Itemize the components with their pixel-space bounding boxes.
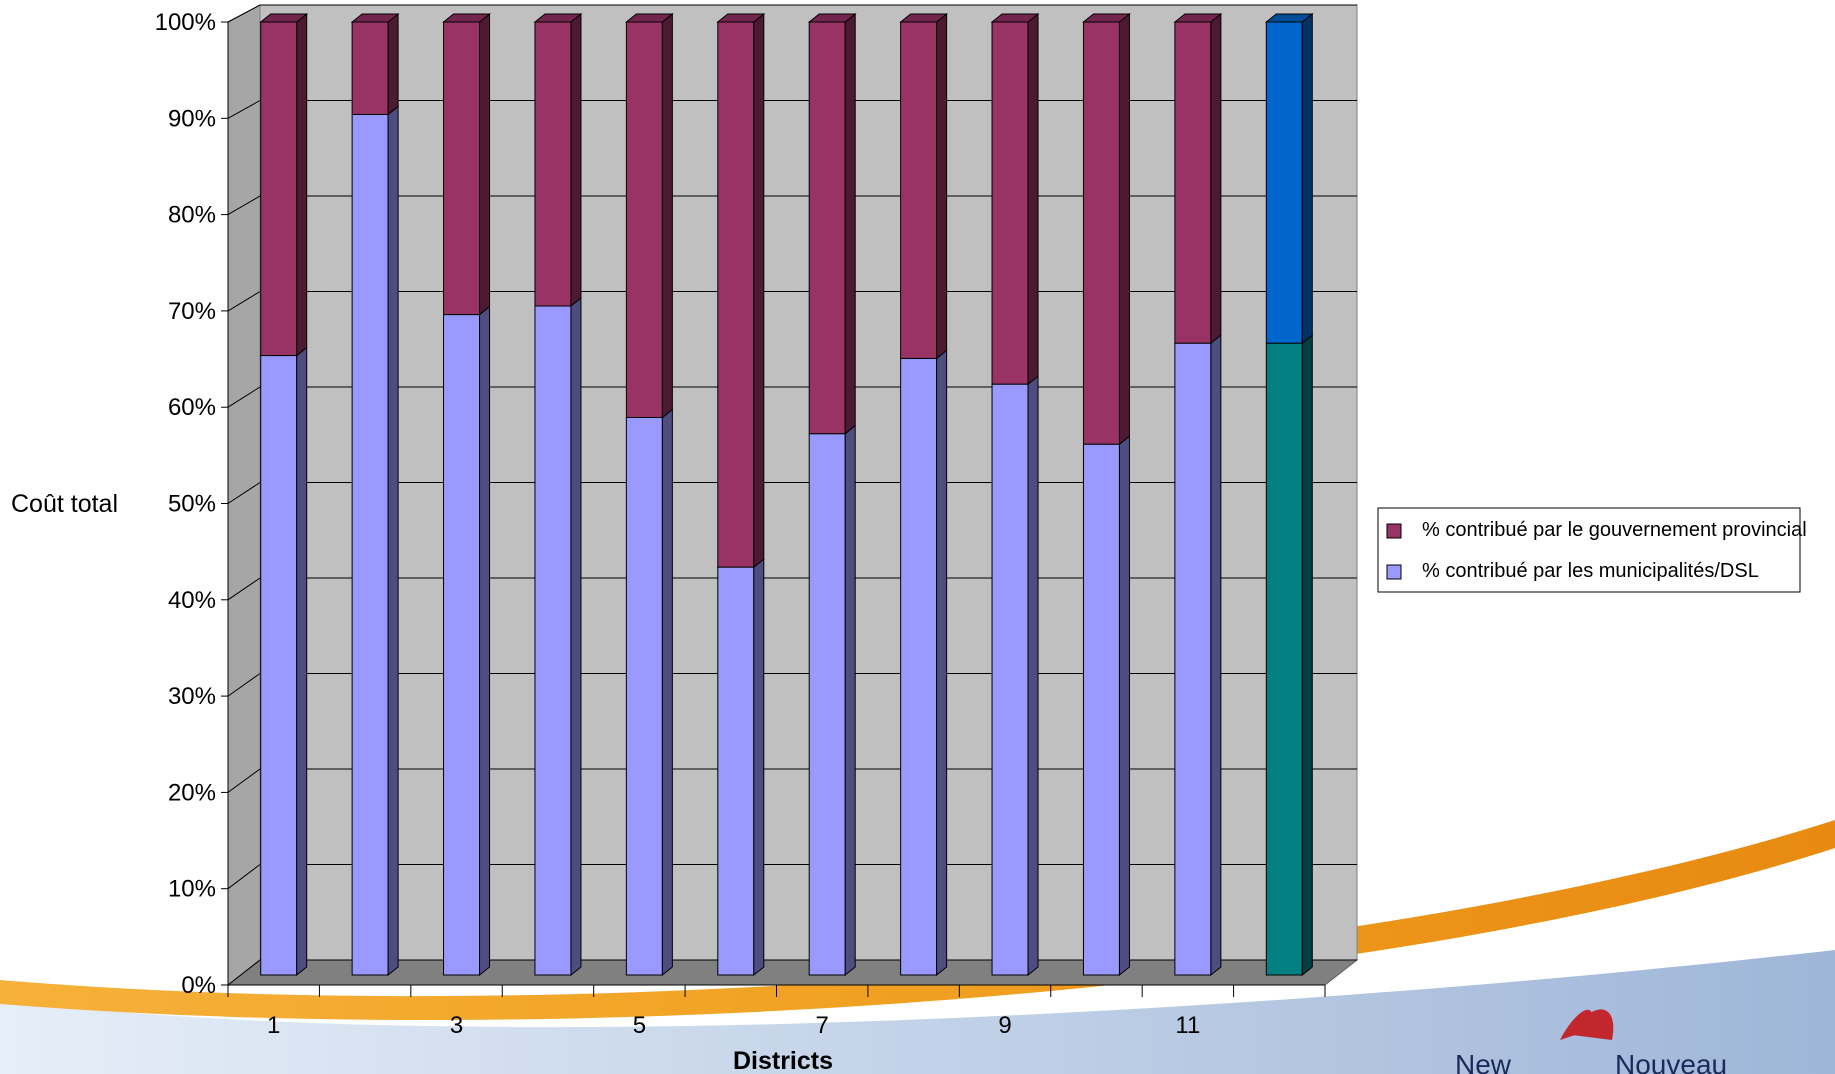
legend-swatch-provincial xyxy=(1386,523,1402,539)
y-tick-label: 50% xyxy=(168,491,216,518)
y-tick-label: 90% xyxy=(168,105,216,132)
legend-label-provincial: % contribué par le gouvernement provinci… xyxy=(1422,519,1807,541)
gridline-side xyxy=(227,577,261,601)
gridlines xyxy=(227,4,1357,986)
gridline-side xyxy=(227,959,261,986)
y-tick-label: 100% xyxy=(155,9,216,36)
y-tick-label: 20% xyxy=(168,779,216,806)
bar-segment xyxy=(442,12,491,316)
bar-segment xyxy=(1173,12,1223,345)
bar-segment xyxy=(808,424,856,977)
legend-box xyxy=(1377,507,1801,593)
gridline-side xyxy=(227,482,261,504)
bar-segment xyxy=(1174,334,1222,977)
bar-segment xyxy=(717,558,765,977)
y-tick-label: 70% xyxy=(168,298,216,325)
bar-segment xyxy=(350,12,400,116)
bar-segment xyxy=(443,305,491,977)
gridline-side xyxy=(227,768,261,793)
bar-segment xyxy=(990,12,1040,386)
gridline-side xyxy=(227,195,261,216)
y-axis-label: Coût total xyxy=(11,490,118,518)
bar-segment xyxy=(1082,435,1130,977)
gridline-side xyxy=(227,291,261,312)
legend-swatch-municipal xyxy=(1386,564,1402,580)
bar-segment xyxy=(1082,12,1131,446)
legend: % contribué par le gouvernement provinci… xyxy=(1377,507,1807,593)
bar-segment xyxy=(1265,334,1313,977)
y-tick-label: 40% xyxy=(168,587,216,614)
tick-labels: 0% 10% 20% 30% 40% 50% 60% 70% 80% 90% 100% 1 3 5 7 9 11 xyxy=(155,9,1201,1039)
y-tick-label: 60% xyxy=(168,394,216,421)
gridline-side xyxy=(227,100,261,119)
gridline-side xyxy=(227,864,261,890)
logo-text-fr: Nouveau xyxy=(1615,1049,1727,1074)
bar-segment xyxy=(1264,12,1314,345)
bar-segment xyxy=(900,349,948,977)
y-tick-label: 10% xyxy=(168,876,216,903)
bar-segment xyxy=(534,296,582,977)
x-tick-label: 1 xyxy=(267,1012,280,1039)
bar-segment xyxy=(624,12,674,419)
bar-segment xyxy=(259,12,309,357)
plot-side-wall xyxy=(227,4,261,987)
bar-segment xyxy=(716,12,766,569)
bar-segment xyxy=(899,12,949,360)
logo-sail xyxy=(1560,1009,1614,1040)
bar-segment xyxy=(991,375,1039,977)
gridline-side xyxy=(227,386,261,408)
x-axis-label: Districts xyxy=(733,1047,833,1074)
y-tick-label: 30% xyxy=(168,683,216,710)
y-tick-label: 0% xyxy=(181,972,216,999)
bar-segment xyxy=(351,105,399,977)
legend-label-municipal: % contribué par les municipalités/DSL xyxy=(1422,560,1759,582)
x-tick-label: 7 xyxy=(816,1012,829,1039)
axes xyxy=(221,21,1326,997)
bar-segment xyxy=(807,12,857,435)
bar-segment xyxy=(625,408,673,977)
x-tick-label: 5 xyxy=(633,1012,646,1039)
gridline-side xyxy=(227,4,261,23)
y-tick-label: 80% xyxy=(168,202,216,229)
bars xyxy=(259,12,1314,977)
gridline-side xyxy=(227,673,261,697)
bar-segment xyxy=(260,346,308,977)
bar-segment xyxy=(533,12,583,308)
logo: New Nouveau xyxy=(1455,1009,1727,1074)
x-tick-label: 3 xyxy=(450,1012,463,1039)
x-tick-label: 9 xyxy=(998,1012,1011,1039)
x-tick-label: 11 xyxy=(1175,1012,1200,1039)
logo-text-en: New xyxy=(1455,1049,1512,1074)
